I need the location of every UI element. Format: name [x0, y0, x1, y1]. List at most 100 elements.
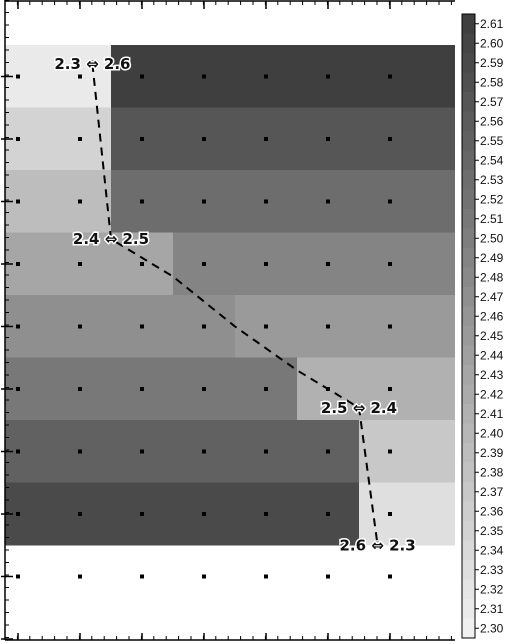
annotation-marker: [88, 60, 97, 68]
colorbar-swatch: [462, 189, 475, 210]
colorbar-swatch: [462, 287, 475, 307]
colorbar-tick-label: 2.48: [480, 270, 504, 284]
colorbar-swatch: [462, 560, 475, 580]
colorbar-swatch: [462, 111, 475, 132]
grid-dot: [388, 449, 392, 454]
grid-dot: [388, 262, 392, 266]
grid-dot: [202, 449, 206, 454]
grid-dot: [388, 199, 392, 204]
colorbar-tick-label: 2.34: [480, 543, 504, 557]
heat-cell-right: [173, 232, 455, 296]
grid-dot: [140, 512, 144, 516]
annotation-label: 2.4 ⇔ 2.5: [73, 230, 149, 248]
grid-dot: [78, 74, 82, 79]
colorbar-tick-label: 2.54: [480, 153, 504, 167]
grid-dot: [388, 512, 392, 516]
colorbar-tick-label: 2.49: [480, 251, 504, 265]
heatmap-cells: [5, 45, 455, 546]
grid-dot: [16, 199, 20, 204]
grid-dot: [78, 574, 82, 579]
heat-cell-right: [111, 170, 455, 233]
grid-dot: [388, 387, 392, 391]
colorbar-swatch: [462, 462, 475, 483]
colorbar-swatch: [462, 521, 475, 541]
grid-dot: [78, 449, 82, 454]
annotation-marker: [373, 541, 382, 550]
colorbar-swatch: [462, 404, 475, 424]
grid-dot: [78, 512, 82, 516]
grid-dot: [264, 74, 268, 79]
plot-frame: [1, 0, 455, 641]
colorbar-tick-label: 2.43: [480, 368, 504, 382]
grid-dot: [140, 137, 144, 141]
heat-cell-left: [5, 357, 297, 421]
colorbar-tick-label: 2.56: [480, 114, 504, 128]
heat-cell-right: [359, 420, 455, 483]
annotation-label: 2.3 ⇔ 2.6: [54, 55, 130, 73]
colorbar-swatch: [462, 92, 475, 112]
grid-dot: [264, 199, 268, 204]
heat-cell-left: [5, 482, 359, 546]
annotation-label: 2.6 ⇔ 2.3: [340, 536, 416, 554]
grid-dot: [326, 199, 330, 204]
colorbar-tick-label: 2.39: [480, 446, 504, 460]
grid-dot: [264, 262, 268, 266]
grid-dot: [326, 512, 330, 516]
grid-dot: [202, 137, 206, 141]
colorbar-swatch: [462, 326, 475, 346]
colorbar-swatch: [462, 443, 475, 463]
grid-dots: [16, 74, 392, 579]
annotations: 2.3 ⇔ 2.6 2.4 ⇔ 2.5 2.5 ⇔ 2.4 2.6 ⇔ 2.3: [53, 54, 417, 556]
colorbar-tick-label: 2.57: [480, 95, 504, 109]
grid-dot: [388, 574, 392, 579]
grid-dot: [140, 74, 144, 79]
grid-dot: [202, 512, 206, 516]
heat-cell-left: [5, 232, 173, 296]
grid-dot: [140, 262, 144, 266]
heat-cell-right: [297, 357, 455, 421]
heat-cell-right: [111, 107, 455, 171]
grid-dot: [326, 574, 330, 579]
grid-dot: [264, 324, 268, 329]
colorbar-swatch: [462, 14, 475, 34]
colorbar-tick-label: 2.55: [480, 134, 504, 148]
colorbar-tick-label: 2.41: [480, 407, 504, 421]
colorbar-swatch: [462, 150, 475, 171]
colorbar-tick-label: 2.31: [480, 602, 504, 616]
grid-dot: [264, 512, 268, 516]
colorbar-swatch: [462, 267, 475, 288]
colorbar-swatch: [462, 423, 475, 444]
grid-dot: [264, 387, 268, 391]
colorbar-tick-label: 2.46: [480, 309, 504, 323]
grid-dot: [78, 137, 82, 141]
colorbar-tick-label: 2.36: [480, 504, 504, 518]
colorbar-tick-label: 2.52: [480, 192, 504, 206]
heat-cell-right: [111, 45, 455, 108]
colorbar-tick-label: 2.58: [480, 75, 504, 89]
colorbar-tick-label: 2.53: [480, 173, 504, 187]
colorbar-tick-label: 2.50: [480, 231, 504, 245]
grid-dot: [264, 449, 268, 454]
grid-dot: [78, 262, 82, 266]
grid-dot: [326, 262, 330, 266]
grid-dot: [202, 387, 206, 391]
colorbar-tick-label: 2.44: [480, 348, 504, 362]
grid-dot: [16, 574, 20, 579]
grid-dot: [326, 324, 330, 329]
grid-dot: [140, 574, 144, 579]
grid-dot: [16, 449, 20, 454]
colorbar-swatch: [462, 33, 475, 54]
grid-dot: [16, 74, 20, 79]
grid-dot: [16, 137, 20, 141]
colorbar-swatch: [462, 501, 475, 522]
colorbar-tick-label: 2.45: [480, 329, 504, 343]
annotation-marker: [107, 235, 115, 243]
grid-dot: [326, 137, 330, 141]
colorbar-tick-label: 2.51: [480, 212, 504, 226]
colorbar-tick-label: 2.42: [480, 387, 504, 401]
heat-cell-left: [5, 295, 235, 358]
grid-dot: [202, 324, 206, 329]
colorbar-swatch: [462, 618, 475, 639]
colorbar-swatch: [462, 209, 475, 229]
